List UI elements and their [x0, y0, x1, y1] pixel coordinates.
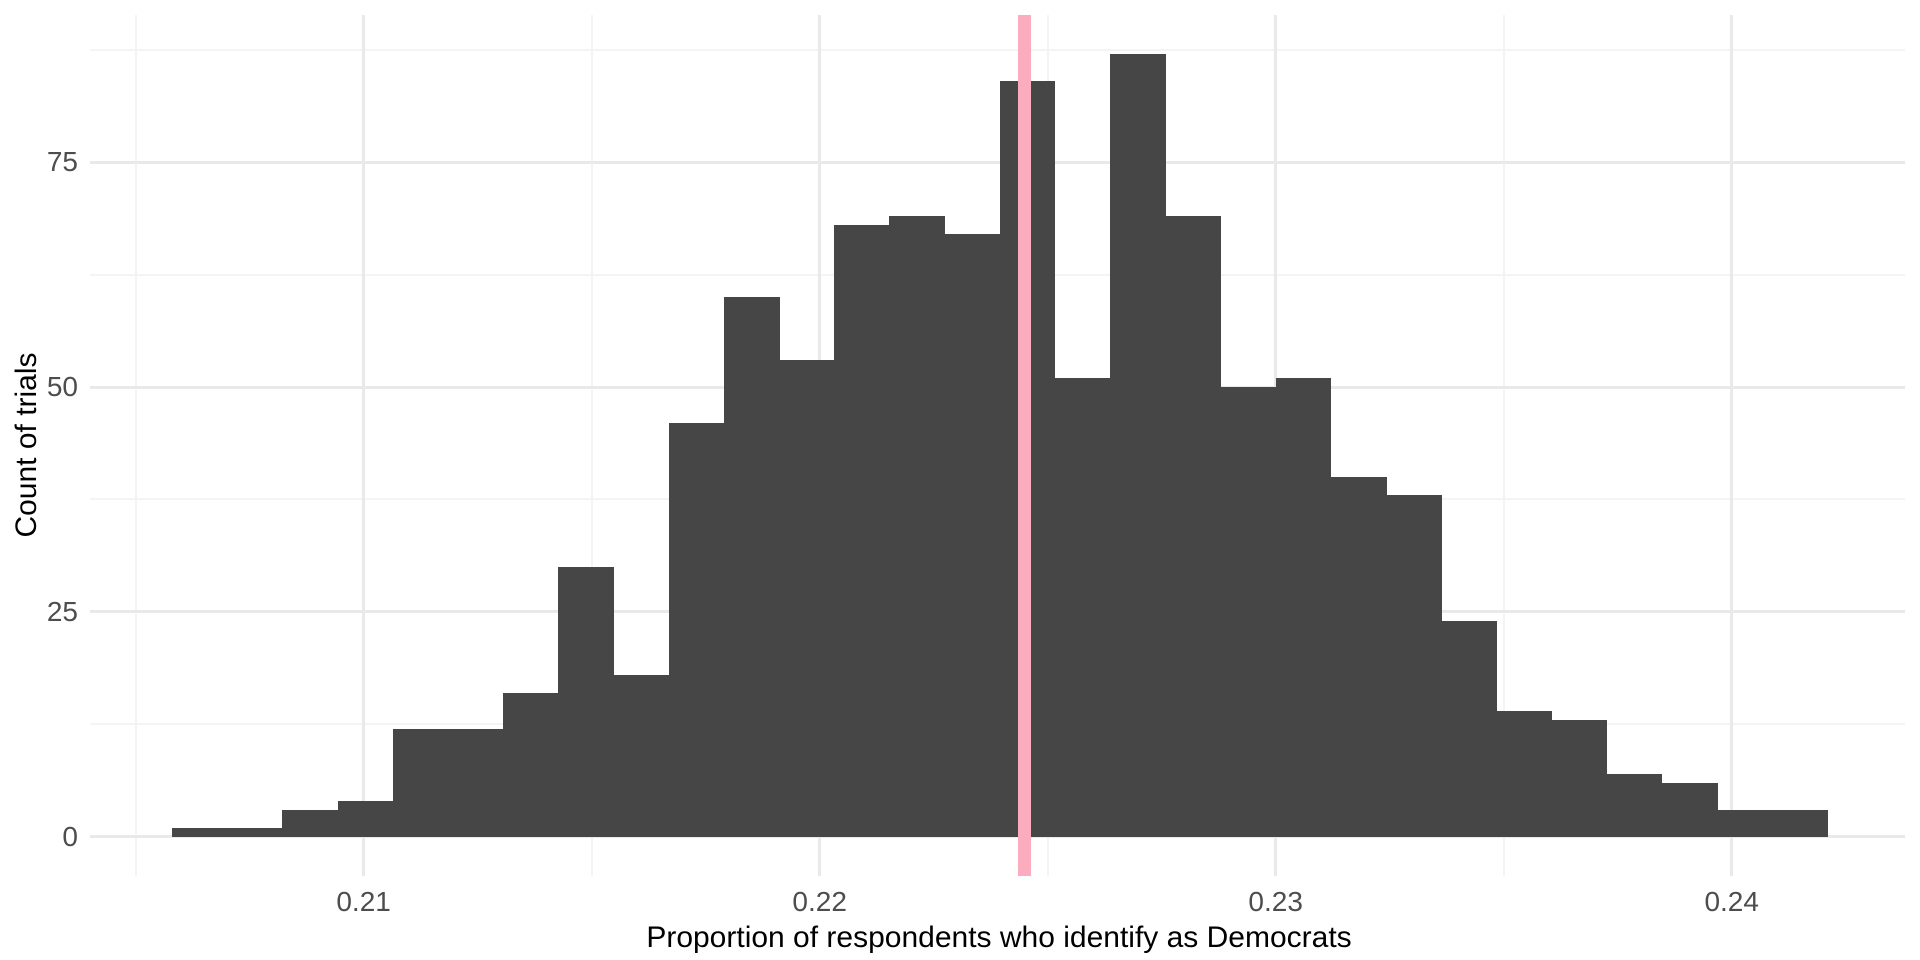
x-tick-label: 0.24: [1704, 886, 1759, 917]
histogram-bar: [1386, 494, 1442, 837]
histogram-bar: [1330, 476, 1387, 837]
y-tick-label: 25: [46, 595, 78, 627]
histogram-bar: [282, 809, 339, 837]
histogram-bar: [723, 297, 780, 837]
y-tick-label: 75: [46, 146, 78, 178]
histogram-bar: [834, 225, 890, 837]
histogram-bar: [889, 216, 946, 837]
histogram-bar: [1165, 216, 1221, 837]
histogram-bar: [558, 566, 614, 837]
reference-vline: [1018, 15, 1032, 876]
x-tick-label: 0.23: [1248, 886, 1303, 917]
histogram-bar: [779, 360, 835, 837]
x-axis-title: Proportion of respondents who identify a…: [646, 921, 1352, 954]
x-minor-gridline: [134, 15, 137, 876]
histogram-bar: [1054, 378, 1111, 837]
histogram-bar: [227, 827, 283, 837]
y-major-gridline: [90, 160, 1905, 164]
histogram-bar: [1496, 710, 1553, 837]
histogram-bar: [503, 692, 559, 837]
y-tick-label: 50: [46, 371, 78, 403]
y-minor-gridline: [90, 48, 1905, 51]
histogram-bar: [392, 728, 449, 837]
x-tick-label: 0.22: [792, 886, 847, 917]
y-tick-label: 0: [62, 820, 78, 852]
histogram-bar: [1441, 620, 1497, 837]
histogram-bar: [1772, 809, 1828, 837]
y-major-gridline: [90, 835, 1905, 839]
histogram-bar: [944, 234, 1001, 837]
histogram-bar: [1275, 378, 1332, 837]
x-minor-gridline: [1502, 15, 1505, 876]
x-major-gridline: [362, 15, 366, 876]
histogram-bar: [172, 827, 228, 837]
histogram-bar: [1551, 719, 1608, 837]
histogram-bar: [668, 423, 725, 837]
histogram-bar: [1110, 54, 1166, 837]
x-tick-label: 0.21: [336, 886, 391, 917]
histogram-bar: [1717, 809, 1773, 837]
histogram-bar: [1661, 782, 1718, 837]
histogram-bar: [1606, 773, 1663, 837]
histogram-bar: [447, 728, 504, 837]
histogram-bar: [1220, 387, 1277, 837]
x-major-gridline: [1730, 15, 1734, 876]
histogram-bar: [337, 800, 394, 837]
plot-panel: [90, 15, 1905, 876]
histogram-bar: [613, 674, 670, 837]
x-minor-gridline: [590, 15, 593, 876]
